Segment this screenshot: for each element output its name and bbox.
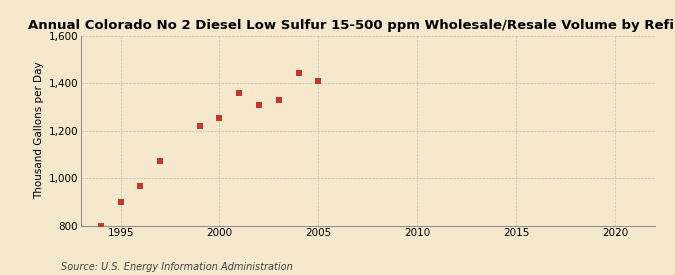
Point — [254, 102, 265, 107]
Point — [115, 200, 126, 204]
Point — [214, 116, 225, 120]
Point — [194, 124, 205, 128]
Point — [273, 98, 284, 102]
Text: Source: U.S. Energy Information Administration: Source: U.S. Energy Information Administ… — [61, 262, 292, 272]
Point — [234, 90, 244, 95]
Point — [293, 70, 304, 75]
Y-axis label: Thousand Gallons per Day: Thousand Gallons per Day — [34, 62, 45, 199]
Point — [135, 184, 146, 189]
Title: Annual Colorado No 2 Diesel Low Sulfur 15-500 ppm Wholesale/Resale Volume by Ref: Annual Colorado No 2 Diesel Low Sulfur 1… — [28, 19, 675, 32]
Point — [95, 223, 106, 228]
Point — [313, 79, 324, 83]
Point — [155, 159, 165, 164]
